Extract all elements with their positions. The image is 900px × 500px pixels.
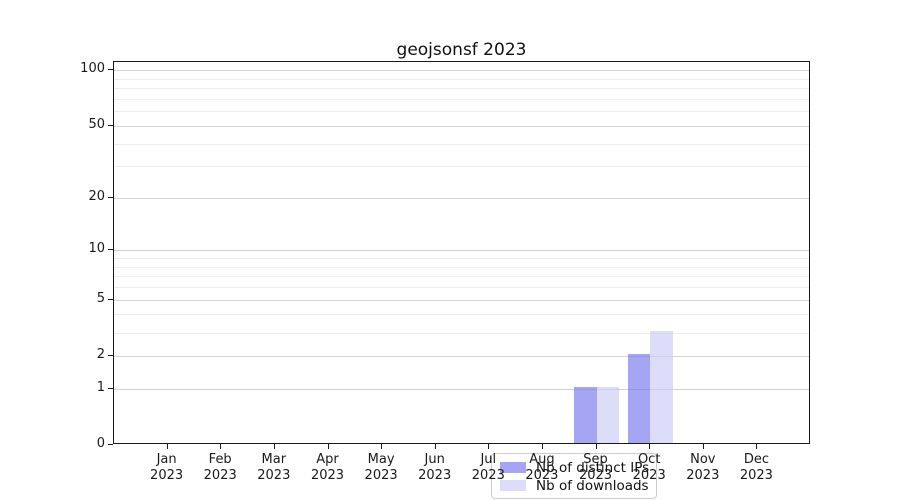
major-gridline (114, 250, 809, 252)
y-tick-mark (108, 354, 113, 356)
legend: Nb of distinct IPs Nb of downloads (491, 453, 657, 499)
y-tick-mark (108, 298, 113, 300)
x-tick-label: Feb 2023 (190, 452, 250, 484)
x-tick-mark (649, 444, 651, 449)
x-tick-mark (220, 444, 222, 449)
x-tick-month: Nov (690, 452, 716, 467)
x-tick-year: 2023 (310, 468, 345, 483)
x-tick-label: Nov 2023 (673, 452, 733, 484)
minor-gridline (114, 332, 809, 334)
x-tick-label: Oct 2023 (619, 452, 679, 484)
x-tick-year: 2023 (257, 468, 291, 483)
x-tick-month: Apr (316, 452, 339, 467)
x-tick-label: May 2023 (351, 452, 411, 484)
minor-gridline (114, 287, 809, 289)
legend-label: Nb of distinct IPs (536, 459, 650, 476)
major-gridline (114, 197, 809, 199)
x-tick-label: Jan 2023 (137, 452, 197, 484)
legend-label: Nb of downloads (536, 477, 649, 494)
x-tick-year: 2023 (471, 468, 505, 483)
minor-gridline (114, 99, 809, 100)
x-tick-label: Dec 2023 (726, 452, 786, 484)
y-tick-mark (108, 444, 113, 445)
plot-area: Nb of distinct IPs Nb of downloads (113, 61, 810, 499)
chart-title: geojsonsf 2023 (396, 40, 527, 60)
x-tick-year: 2023 (418, 468, 452, 483)
y-tick-label: 1 (96, 379, 105, 395)
x-tick-year: 2023 (525, 468, 559, 483)
x-tick-year: 2023 (686, 468, 720, 483)
minor-gridline (114, 276, 809, 278)
minor-gridline (114, 111, 809, 113)
y-tick-label: 0 (96, 436, 105, 451)
x-tick-mark (488, 444, 490, 449)
major-gridline (114, 70, 809, 72)
y-tick-mark (108, 196, 113, 198)
legend-row: Nb of downloads (500, 477, 649, 494)
x-tick-mark (434, 444, 436, 449)
y-tick-label: 5 (96, 290, 105, 306)
y-tick-label: 50 (88, 116, 105, 132)
minor-gridline (114, 88, 809, 90)
minor-gridline (114, 78, 809, 80)
x-tick-month: Dec (743, 452, 769, 467)
x-tick-label: Jul 2023 (458, 452, 518, 484)
legend-swatch (500, 462, 526, 473)
x-tick-year: 2023 (739, 468, 773, 483)
x-tick-month: Mar (261, 452, 287, 467)
bar-distinct-ips (574, 386, 597, 443)
x-tick-mark (595, 444, 597, 449)
x-tick-mark (166, 444, 168, 449)
x-tick-month: Jun (424, 452, 445, 467)
minor-gridline (114, 314, 809, 316)
major-gridline (114, 299, 809, 301)
y-tick-mark (108, 69, 113, 71)
minor-gridline (114, 143, 809, 145)
y-tick-mark (108, 387, 113, 389)
x-tick-month: Jan (156, 452, 177, 467)
x-tick-mark (381, 444, 383, 449)
legend-row: Nb of distinct IPs (500, 459, 650, 476)
x-tick-year: 2023 (364, 468, 398, 483)
x-tick-label: Aug 2023 (512, 452, 572, 484)
y-tick-label: 100 (80, 61, 105, 77)
x-tick-month: Aug (529, 452, 555, 467)
y-tick-mark (108, 124, 113, 126)
x-tick-month: Oct (637, 452, 661, 467)
major-gridline (114, 388, 809, 390)
minor-gridline (114, 258, 809, 260)
major-gridline (114, 125, 809, 127)
x-tick-year: 2023 (632, 468, 666, 483)
x-tick-label: Jun 2023 (405, 452, 465, 484)
x-tick-mark (702, 444, 704, 449)
x-tick-label: Apr 2023 (298, 452, 358, 484)
x-tick-year: 2023 (203, 468, 237, 483)
x-tick-label: Mar 2023 (244, 452, 304, 484)
y-tick-label: 2 (96, 346, 105, 362)
x-tick-label: Sep 2023 (566, 452, 626, 484)
x-tick-year: 2023 (578, 468, 613, 483)
minor-gridline (114, 266, 809, 268)
x-tick-month: May (367, 452, 395, 467)
x-tick-year: 2023 (150, 468, 184, 483)
minor-gridline (114, 166, 809, 168)
y-tick-mark (108, 249, 113, 251)
y-tick-label: 20 (88, 188, 105, 204)
bar-downloads (650, 330, 673, 443)
x-tick-mark (327, 444, 329, 449)
legend-swatch (500, 480, 526, 491)
x-tick-mark (273, 444, 275, 449)
bar-distinct-ips (627, 353, 651, 443)
x-tick-mark (541, 444, 543, 449)
major-gridline (114, 355, 809, 357)
y-tick-label: 10 (88, 241, 105, 257)
x-tick-month: Sep (583, 452, 608, 467)
x-tick-month: Jul (480, 452, 497, 467)
x-tick-month: Feb (208, 452, 232, 467)
x-tick-mark (756, 444, 758, 449)
bar-downloads (596, 386, 619, 443)
